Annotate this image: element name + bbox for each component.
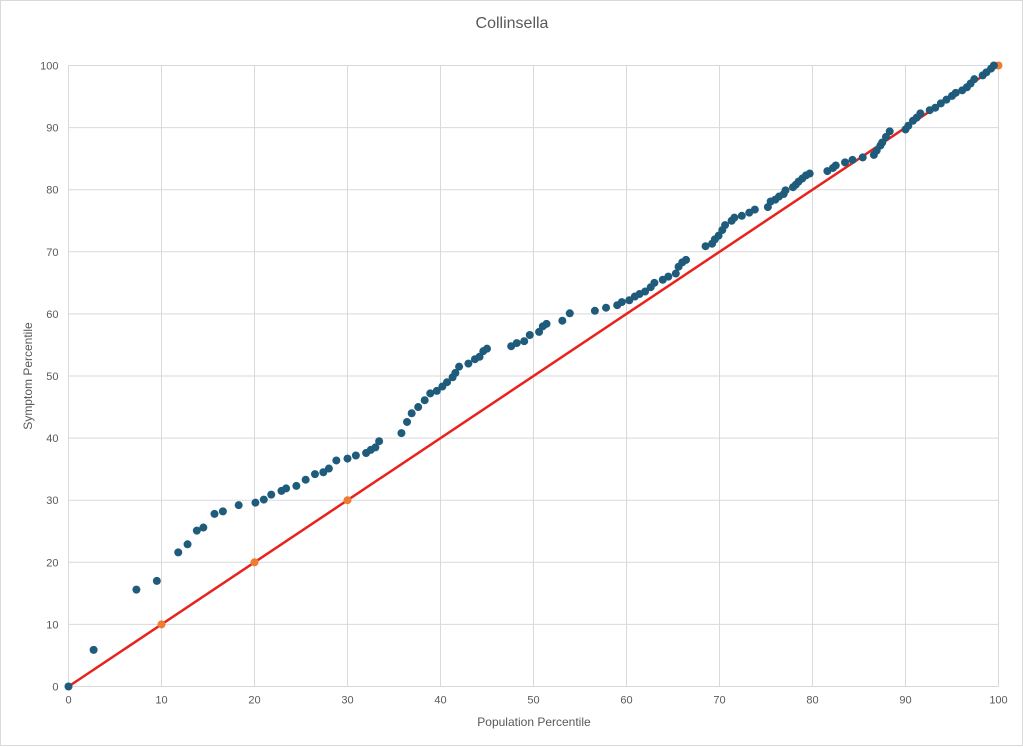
data-point: [590, 306, 599, 315]
data-point: [641, 287, 650, 296]
data-point: [397, 429, 406, 438]
data-point: [464, 359, 473, 368]
data-point: [831, 161, 840, 170]
y-axis-label: Symptom Percentile: [21, 322, 35, 430]
data-point: [251, 498, 260, 507]
x-tick-label: 100: [989, 695, 1007, 707]
data-point: [721, 221, 730, 230]
data-point: [343, 454, 352, 463]
data-point: [174, 548, 183, 557]
data-point: [351, 451, 360, 460]
data-point: [403, 417, 412, 426]
data-point: [332, 456, 341, 465]
highlight-point: [250, 558, 259, 567]
x-tick-label: 40: [434, 695, 446, 707]
data-point: [805, 169, 814, 178]
data-point: [64, 682, 73, 691]
data-point: [951, 88, 960, 97]
data-point: [324, 464, 333, 473]
data-point: [512, 339, 521, 348]
data-point: [520, 337, 529, 346]
data-point: [132, 585, 141, 594]
data-point: [375, 437, 384, 446]
x-tick-label: 20: [248, 695, 260, 707]
x-tick-label: 10: [155, 695, 167, 707]
data-point: [931, 103, 940, 112]
data-point: [210, 509, 219, 518]
data-point: [420, 396, 429, 405]
data-point: [737, 211, 746, 220]
data-point: [750, 205, 759, 214]
data-point: [650, 278, 659, 287]
x-tick-label: 80: [806, 695, 818, 707]
y-tick-label: 0: [52, 682, 58, 694]
data-point: [858, 153, 867, 162]
y-tick-label: 10: [46, 619, 58, 631]
x-tick-label: 60: [620, 695, 632, 707]
data-point: [192, 526, 201, 535]
data-point: [455, 362, 464, 371]
y-tick-label: 90: [46, 123, 58, 135]
reference-line: [67, 64, 1000, 688]
data-point: [407, 409, 416, 418]
data-point: [371, 443, 380, 452]
data-point: [885, 127, 894, 136]
y-tick-label: 60: [46, 309, 58, 321]
data-point: [542, 319, 551, 328]
data-point: [414, 403, 423, 412]
data-point: [199, 523, 208, 532]
data-point: [701, 242, 710, 251]
data-point: [664, 272, 673, 281]
x-tick-label: 30: [341, 695, 353, 707]
data-point: [682, 255, 691, 264]
data-point: [432, 386, 441, 395]
data-point: [565, 309, 574, 318]
data-point: [89, 645, 98, 654]
data-point: [525, 331, 534, 340]
y-tick-label: 30: [46, 495, 58, 507]
data-point: [259, 495, 268, 504]
data-point: [617, 298, 626, 307]
data-point: [989, 61, 998, 70]
chart-title: Collinsella: [476, 15, 549, 32]
data-point: [234, 501, 243, 510]
data-point: [443, 378, 452, 387]
data-point: [671, 269, 680, 278]
data-point: [218, 507, 227, 516]
x-tick-label: 90: [899, 695, 911, 707]
data-point: [183, 540, 192, 549]
data-point: [916, 109, 925, 118]
data-point: [310, 470, 319, 479]
data-point: [152, 576, 161, 585]
y-tick-label: 70: [46, 247, 58, 259]
x-tick-label: 50: [527, 695, 539, 707]
data-point: [301, 475, 310, 484]
y-tick-label: 50: [46, 371, 58, 383]
highlight-point: [343, 496, 352, 505]
y-tick-label: 100: [40, 61, 58, 73]
data-point: [292, 481, 301, 490]
data-point: [426, 389, 435, 398]
x-tick-label: 70: [713, 695, 725, 707]
highlight-point: [157, 620, 166, 629]
data-point: [267, 490, 276, 499]
data-point: [970, 75, 979, 84]
data-point: [483, 344, 491, 353]
x-axis-label: Population Percentile: [477, 715, 591, 729]
data-point: [730, 213, 739, 222]
data-point: [451, 368, 460, 377]
y-tick-label: 20: [46, 557, 58, 569]
data-point: [841, 158, 850, 167]
data-point: [282, 484, 291, 493]
data-point: [848, 155, 857, 164]
x-tick-label: 0: [65, 695, 71, 707]
data-point: [781, 186, 790, 195]
data-point: [602, 303, 611, 312]
data-point: [558, 316, 567, 325]
y-tick-label: 80: [46, 185, 58, 197]
y-tick-label: 40: [46, 433, 58, 445]
